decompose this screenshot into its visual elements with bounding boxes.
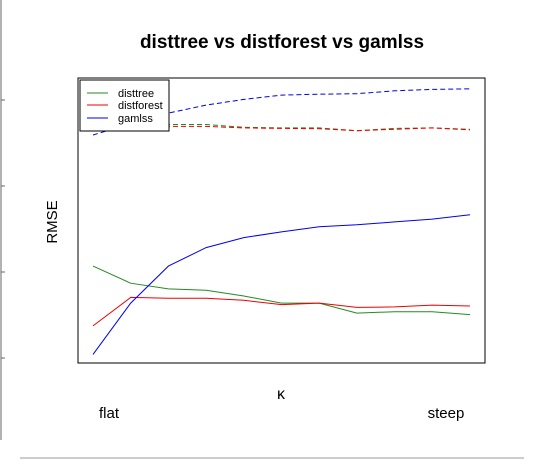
x-tick-label-steep: steep xyxy=(428,405,465,422)
series-line-gamlss-solid xyxy=(92,214,471,355)
legend-label-distforest: distforest xyxy=(118,100,163,112)
y-axis-label: RMSE xyxy=(44,200,61,243)
x-tick-label-flat: flat xyxy=(99,405,120,422)
series-line-disttree-solid xyxy=(92,265,471,316)
legend-label-disttree: disttree xyxy=(118,88,154,100)
series-line-distforest-dashed xyxy=(92,125,471,132)
x-axis-label: κ xyxy=(277,386,286,403)
series-line-distforest-solid xyxy=(92,296,471,327)
legend-label-gamlss: gamlss xyxy=(118,113,153,125)
chart-title: disttree vs distforest vs gamlss xyxy=(140,32,424,53)
plot-area-frame xyxy=(77,77,486,364)
legend: disttree distforest gamlss xyxy=(79,79,170,132)
